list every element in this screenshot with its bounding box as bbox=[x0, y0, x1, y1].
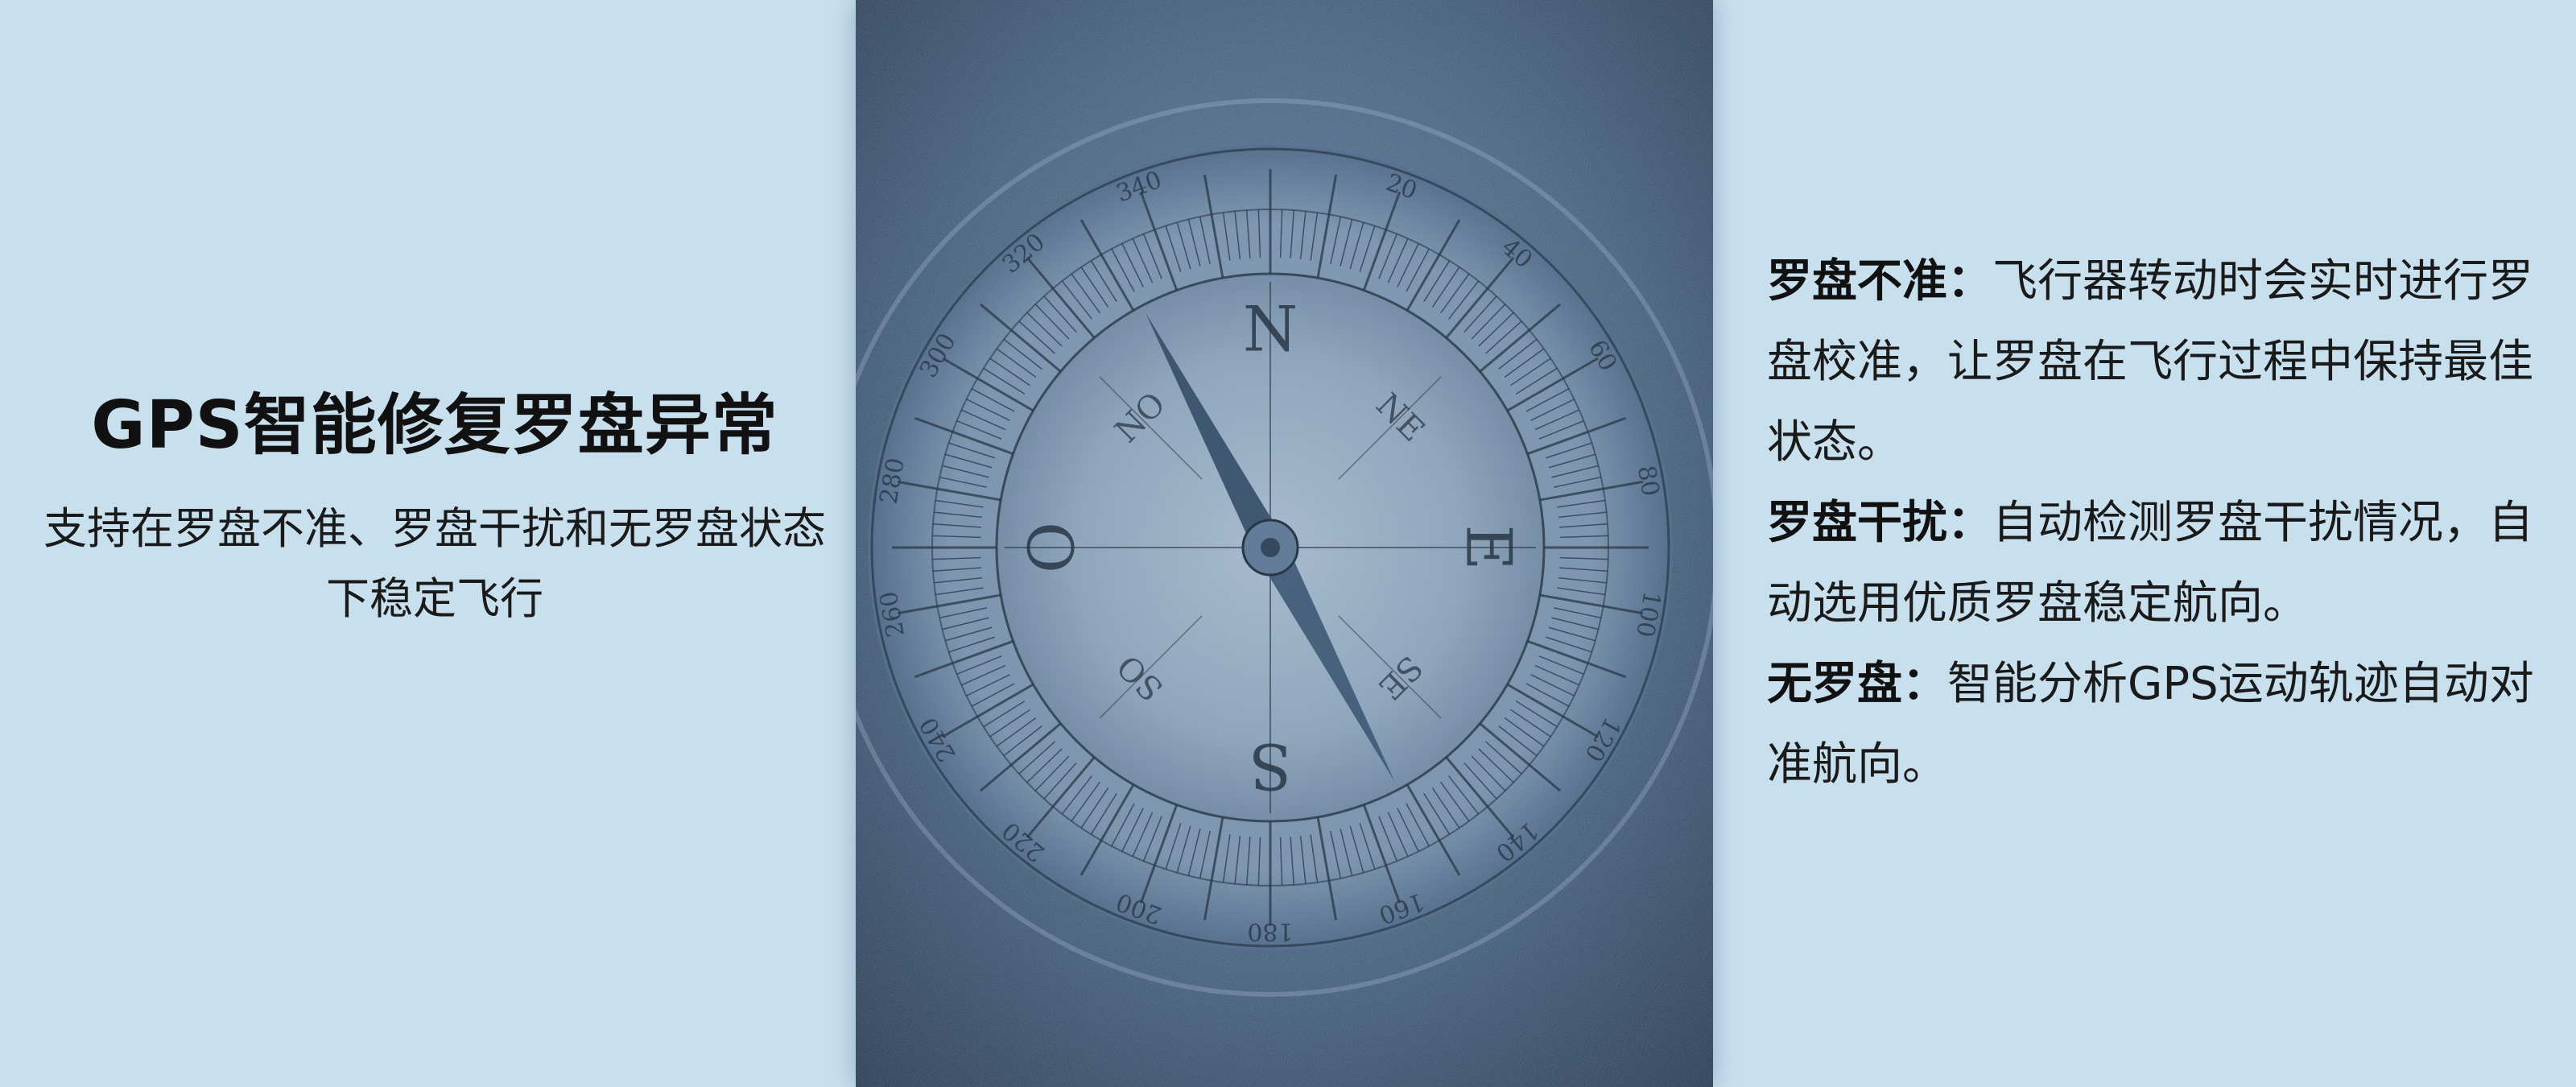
feature-text: 飞行器转动时会实时进行罗盘校准，让罗盘在飞行过程中保持最佳状态。 bbox=[1767, 255, 2533, 469]
left-text-block: GPS智能修复罗盘异常 支持在罗盘不准、罗盘干扰和无罗盘状态下稳定飞行 bbox=[24, 386, 845, 634]
feature-item: 无罗盘：智能分析GPS运动轨迹自动对准航向。 bbox=[1767, 644, 2540, 805]
feature-item: 罗盘干扰：自动检测罗盘干扰情况，自动选用优质罗盘稳定航向。 bbox=[1767, 483, 2540, 644]
feature-text: 自动检测罗盘干扰情况，自动选用优质罗盘稳定航向。 bbox=[1767, 497, 2533, 630]
page-title: GPS智能修复罗盘异常 bbox=[91, 387, 778, 464]
feature-item: 罗盘不准：飞行器转动时会实时进行罗盘校准，让罗盘在飞行过程中保持最佳状态。 bbox=[1767, 242, 2540, 483]
feature-label: 罗盘不准： bbox=[1767, 255, 1992, 308]
compass-image: 2040608010012014016018020022024026028030… bbox=[856, 0, 1713, 1087]
feature-label: 无罗盘： bbox=[1767, 658, 1947, 710]
page-subtitle: 支持在罗盘不准、罗盘干扰和无罗盘状态下稳定飞行 bbox=[43, 503, 826, 624]
feature-list: 罗盘不准：飞行器转动时会实时进行罗盘校准，让罗盘在飞行过程中保持最佳状态。 罗盘… bbox=[1767, 242, 2540, 805]
texture-overlay-top bbox=[856, 0, 1713, 1087]
feature-label: 罗盘干扰： bbox=[1767, 497, 1992, 549]
feature-text: 智能分析GPS运动轨迹自动对准航向。 bbox=[1767, 658, 2534, 791]
compass-illustration: 2040608010012014016018020022024026028030… bbox=[856, 0, 1713, 1087]
